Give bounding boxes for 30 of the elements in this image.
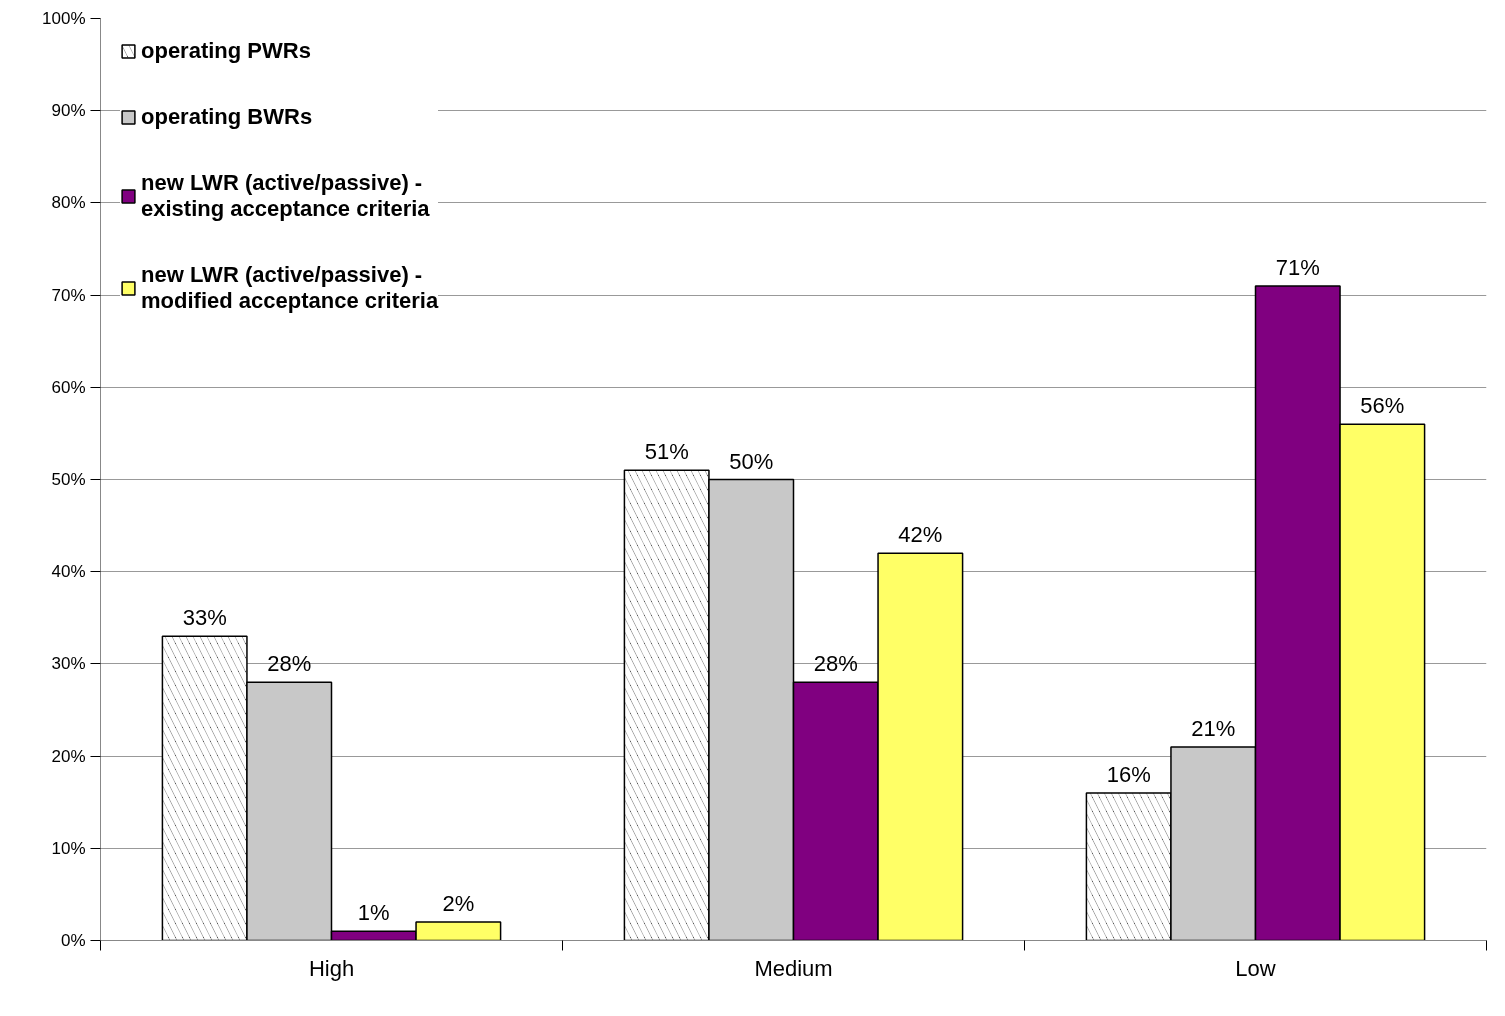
y-tick-label: 0% xyxy=(60,931,86,950)
x-tick-label: Medium xyxy=(754,955,833,981)
data-label: 21% xyxy=(1191,715,1236,741)
y-tick-label: 60% xyxy=(51,377,86,397)
y-tick-label: 90% xyxy=(51,101,86,121)
data-label: 50% xyxy=(729,448,774,474)
data-label: 56% xyxy=(1360,393,1405,419)
y-tick-label: 80% xyxy=(51,193,86,213)
y-tick-label: 20% xyxy=(51,746,86,766)
x-tick-label: Low xyxy=(1235,955,1276,981)
data-label: 16% xyxy=(1106,761,1151,787)
y-tick-label: 40% xyxy=(51,562,86,582)
data-label: 42% xyxy=(898,522,943,548)
y-tick-label: 100% xyxy=(42,9,86,28)
data-label: 71% xyxy=(1275,254,1320,280)
data-label: 2% xyxy=(442,891,475,917)
legend-label: new LWR (active/passive) - existing acceptance criteria xyxy=(141,170,430,222)
data-label: 33% xyxy=(182,605,227,631)
y-tick-label: 10% xyxy=(51,838,86,858)
data-label: 28% xyxy=(267,651,312,677)
data-label: 28% xyxy=(813,651,858,677)
data-label: 1% xyxy=(357,900,390,926)
data-label: 51% xyxy=(644,439,689,465)
x-tick-label: High xyxy=(308,955,355,981)
y-tick-label: 50% xyxy=(51,470,86,489)
legend-label: new LWR (active/passive) - modified acceptance criteria xyxy=(141,262,439,314)
legend-label: operating BWRs xyxy=(141,104,313,130)
y-tick-label: 30% xyxy=(51,654,86,674)
legend-label: operating PWRs xyxy=(141,38,311,64)
y-tick-label: 70% xyxy=(51,285,86,305)
